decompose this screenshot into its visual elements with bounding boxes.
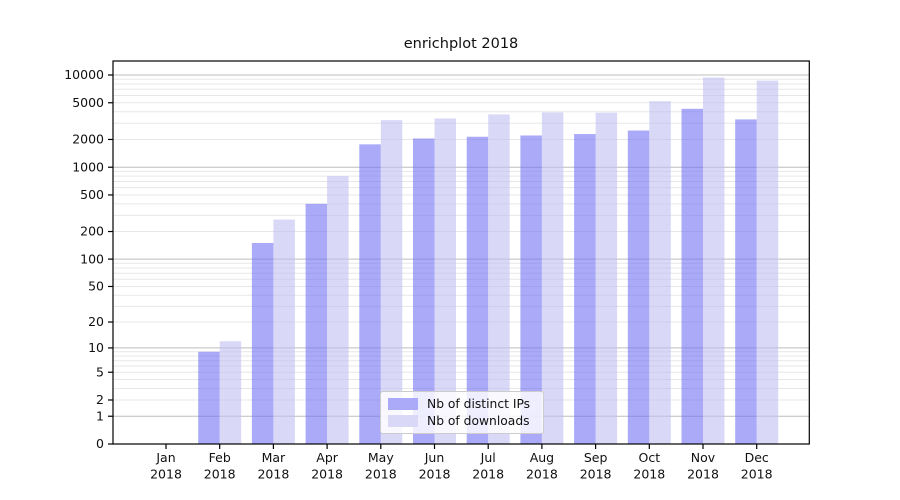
x-tick-label: Nov 2018 <box>687 450 719 482</box>
bar-distinct-ips-oct-2018 <box>627 130 650 445</box>
y-tick-label: 100 <box>80 251 104 266</box>
bar-downloads-dec-2018 <box>756 80 779 445</box>
y-tick-label: 5 <box>96 364 104 379</box>
legend-swatch-downloads-icon <box>388 415 418 427</box>
bar-distinct-ips-may-2018 <box>359 144 381 444</box>
y-tick-label: 50 <box>88 279 104 294</box>
y-tick-label: 200 <box>80 224 104 239</box>
bar-distinct-ips-jun-2018 <box>413 138 435 444</box>
bar-downloads-oct-2018 <box>649 101 671 445</box>
bar-distinct-ips-feb-2018 <box>198 351 220 444</box>
legend: Nb of distinct IPs Nb of downloads <box>380 391 544 434</box>
plot-border <box>112 60 810 445</box>
legend-item-downloads: Nb of downloads <box>388 413 534 429</box>
bar-downloads-jun-2018 <box>434 118 456 444</box>
bar-distinct-ips-apr-2018 <box>305 203 328 444</box>
y-tick-label: 5000 <box>72 95 104 110</box>
x-tick-label: Oct 2018 <box>633 450 665 482</box>
legend-label-distinct-ips: Nb of distinct IPs <box>427 397 531 411</box>
x-tick-label: Jan 2018 <box>150 450 182 482</box>
y-tick-label: 20 <box>88 314 104 329</box>
bar-downloads-sep-2018 <box>595 112 618 444</box>
bar-downloads-apr-2018 <box>327 176 349 444</box>
y-tick-label: 2000 <box>72 132 104 147</box>
y-tick-label: 1000 <box>72 159 104 174</box>
y-tick-label: 10000 <box>64 67 104 82</box>
bar-distinct-ips-nov-2018 <box>681 108 703 444</box>
y-tick-label: 500 <box>80 187 104 202</box>
x-tick-label: Apr 2018 <box>311 450 343 482</box>
bar-distinct-ips-aug-2018 <box>520 135 542 445</box>
x-tick-label: Dec 2018 <box>741 450 773 482</box>
x-tick-label: Jun 2018 <box>419 450 451 482</box>
y-tick-label: 2 <box>96 392 104 407</box>
bar-downloads-aug-2018 <box>541 112 564 444</box>
x-tick-label: Jul 2018 <box>472 450 504 482</box>
y-tick-label: 10 <box>88 340 104 355</box>
x-tick-label: May 2018 <box>365 450 397 482</box>
bar-downloads-nov-2018 <box>703 77 725 445</box>
x-tick-label: Mar 2018 <box>257 450 289 482</box>
y-tick-label: 1 <box>96 408 104 423</box>
bar-distinct-ips-jul-2018 <box>466 136 489 444</box>
bar-distinct-ips-sep-2018 <box>574 134 596 444</box>
x-tick-label: Feb 2018 <box>204 450 236 482</box>
bar-distinct-ips-mar-2018 <box>251 242 274 444</box>
chart-title: enrichplot 2018 <box>403 36 519 52</box>
bar-downloads-jul-2018 <box>488 114 510 445</box>
bar-downloads-mar-2018 <box>273 219 295 444</box>
x-tick-label: Aug 2018 <box>526 450 558 482</box>
legend-label-downloads: Nb of downloads <box>427 414 530 428</box>
bar-downloads-may-2018 <box>380 120 403 445</box>
bar-distinct-ips-dec-2018 <box>735 119 757 444</box>
legend-swatch-distinct-ips-icon <box>388 398 418 410</box>
bar-downloads-feb-2018 <box>219 341 242 444</box>
y-tick-label: 0 <box>96 436 104 451</box>
x-tick-label: Sep 2018 <box>580 450 612 482</box>
legend-item-distinct-ips: Nb of distinct IPs <box>388 396 534 412</box>
